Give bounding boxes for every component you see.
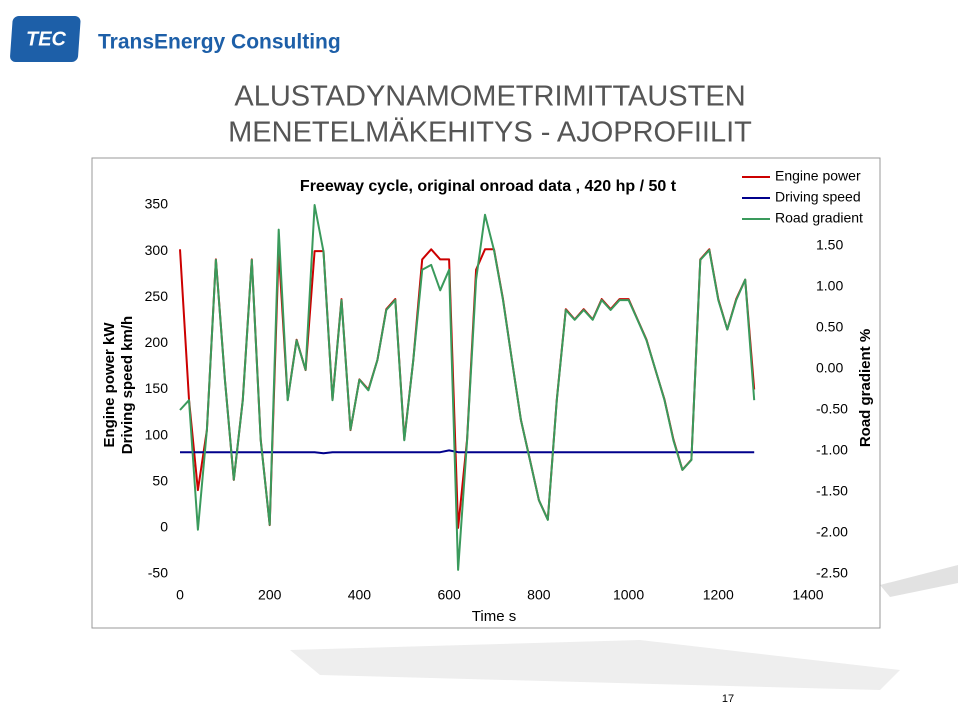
- x-tick-label: 200: [258, 587, 282, 603]
- page-number: 17: [722, 693, 734, 704]
- series-line: [179, 204, 756, 571]
- y-tick-label: 50: [152, 472, 168, 488]
- x-tick-label: 600: [437, 587, 461, 603]
- logo-badge: [10, 16, 81, 62]
- y-tick-label: 300: [145, 242, 169, 258]
- y2-tick-label: 0.50: [816, 319, 843, 335]
- y2-tick-label: 1.00: [816, 278, 843, 294]
- legend-label: Engine power: [775, 168, 861, 184]
- decor: [880, 565, 958, 597]
- y2-tick-label: -1.00: [816, 442, 848, 458]
- chart-title: Freeway cycle, original onroad data , 42…: [300, 178, 677, 195]
- x-tick-label: 1400: [792, 587, 823, 603]
- company-name: TransEnergy Consulting: [98, 31, 341, 54]
- y-tick-label: -50: [148, 565, 168, 581]
- y-tick-label: 100: [145, 426, 169, 442]
- x-axis-title: Time s: [472, 608, 516, 625]
- logo: TEC: [26, 28, 67, 50]
- y2-tick-label: -1.50: [816, 483, 848, 499]
- x-tick-label: 1000: [613, 587, 644, 603]
- y2-tick-label: -2.00: [816, 524, 848, 540]
- legend-label: Road gradient: [775, 210, 863, 226]
- y2-tick-label: -2.50: [816, 565, 848, 581]
- slide-title: ALUSTADYNAMOMETRIMITTAUSTEN: [234, 81, 745, 113]
- x-tick-label: 400: [348, 587, 372, 603]
- slide-title: MENETELMÄKEHITYS - AJOPROFIILIT: [228, 117, 752, 149]
- y-tick-label: 250: [145, 288, 169, 304]
- y2-tick-label: -0.50: [816, 401, 848, 417]
- y2-axis-title: Road gradient %: [857, 329, 874, 447]
- chart-frame: [91, 157, 881, 629]
- y-tick-label: 0: [160, 519, 168, 535]
- x-tick-label: 800: [527, 587, 551, 603]
- y2-tick-label: 1.50: [816, 237, 843, 253]
- y-tick-label: 150: [145, 380, 169, 396]
- y-tick-label: 200: [145, 334, 169, 350]
- y-tick-label: 350: [145, 196, 169, 212]
- y2-tick-label: 0.00: [816, 360, 843, 376]
- y-axis-title: Driving speed km/h: [119, 316, 136, 454]
- x-tick-label: 0: [176, 587, 184, 603]
- x-tick-label: 1200: [703, 587, 734, 603]
- y-axis-title: Engine power kW: [101, 322, 118, 448]
- decor: [290, 640, 900, 690]
- legend-label: Driving speed: [775, 189, 861, 205]
